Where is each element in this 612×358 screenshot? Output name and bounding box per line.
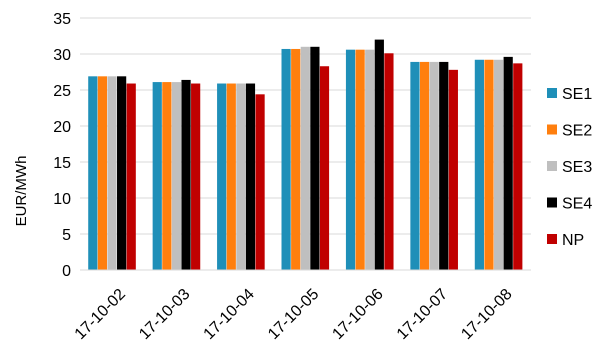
- legend-swatch-se4: [547, 197, 557, 208]
- bar-se3: [429, 61, 439, 270]
- legend-label-se2: SE2: [562, 123, 592, 140]
- y-tick-label: 25: [53, 83, 71, 100]
- x-tick-label: 17-10-04: [201, 286, 258, 343]
- legend-swatch-se1: [547, 88, 557, 98]
- x-tick-label: 17-10-02: [72, 286, 129, 343]
- bar-se1: [217, 83, 227, 271]
- legend: SE1 SE2 SE3 SE4 NP: [547, 86, 592, 249]
- y-tick-label: 30: [53, 47, 71, 64]
- bar-np: [191, 83, 201, 271]
- bar-np: [384, 53, 394, 270]
- y-tick-label: 0: [62, 263, 71, 280]
- bar-se2: [355, 49, 365, 271]
- bar-se4: [117, 76, 127, 270]
- bar-se3: [171, 82, 182, 270]
- y-tick-label: 15: [53, 155, 71, 172]
- bar-se1: [345, 49, 356, 271]
- bar-se4: [439, 61, 449, 270]
- legend-label-np: NP: [562, 232, 584, 249]
- y-tick-label: 35: [53, 11, 71, 28]
- bar-se1: [88, 76, 98, 270]
- bar-np: [319, 66, 330, 271]
- legend-swatch-np: [547, 234, 557, 244]
- bar-se1: [152, 82, 162, 270]
- x-tick-label: 17-10-03: [136, 286, 193, 343]
- x-tick-label: 17-10-06: [329, 286, 386, 343]
- bar-se1: [410, 61, 420, 270]
- bar-se2: [484, 59, 494, 271]
- bar-se2: [291, 48, 301, 271]
- bar-se2: [419, 61, 430, 270]
- y-tick-label: 5: [62, 227, 71, 244]
- y-axis-title: EUR/MWh: [13, 156, 30, 227]
- bar-se3: [493, 59, 504, 271]
- y-tick-label: 10: [53, 191, 71, 208]
- legend-swatch-se2: [547, 124, 557, 135]
- x-tick-label: 17-10-07: [394, 286, 451, 343]
- bar-se1: [281, 48, 291, 271]
- y-tick-labels: 0 5 10 15 20 25 30 35: [53, 11, 71, 280]
- bar-se4: [503, 56, 513, 270]
- bar-se2: [226, 83, 236, 271]
- bar-se4: [374, 39, 384, 270]
- bar-se2: [97, 76, 108, 270]
- bar-se4: [181, 79, 191, 270]
- x-tick-label: 17-10-05: [265, 286, 322, 343]
- bar-se3: [300, 46, 310, 270]
- bars: [88, 39, 523, 271]
- legend-label-se4: SE4: [562, 196, 592, 213]
- legend-swatch-se3: [547, 161, 557, 171]
- bar-np: [513, 63, 523, 270]
- bar-se4: [245, 83, 256, 271]
- bar-se2: [162, 82, 172, 270]
- bar-se3: [365, 49, 375, 271]
- legend-label-se3: SE3: [562, 159, 592, 176]
- bar-np: [448, 69, 458, 270]
- bar-se3: [236, 83, 246, 271]
- bar-np: [126, 83, 136, 271]
- x-tick-labels: 17-10-02 17-10-03 17-10-04 17-10-05 17-10-06…: [72, 286, 516, 343]
- y-tick-label: 20: [53, 119, 71, 136]
- bar-se3: [107, 76, 117, 270]
- bar-np: [255, 94, 265, 270]
- x-tick-label: 17-10-08: [458, 286, 515, 343]
- bar-se1: [474, 59, 484, 271]
- bar-se4: [310, 46, 320, 270]
- legend-label-se1: SE1: [562, 86, 592, 103]
